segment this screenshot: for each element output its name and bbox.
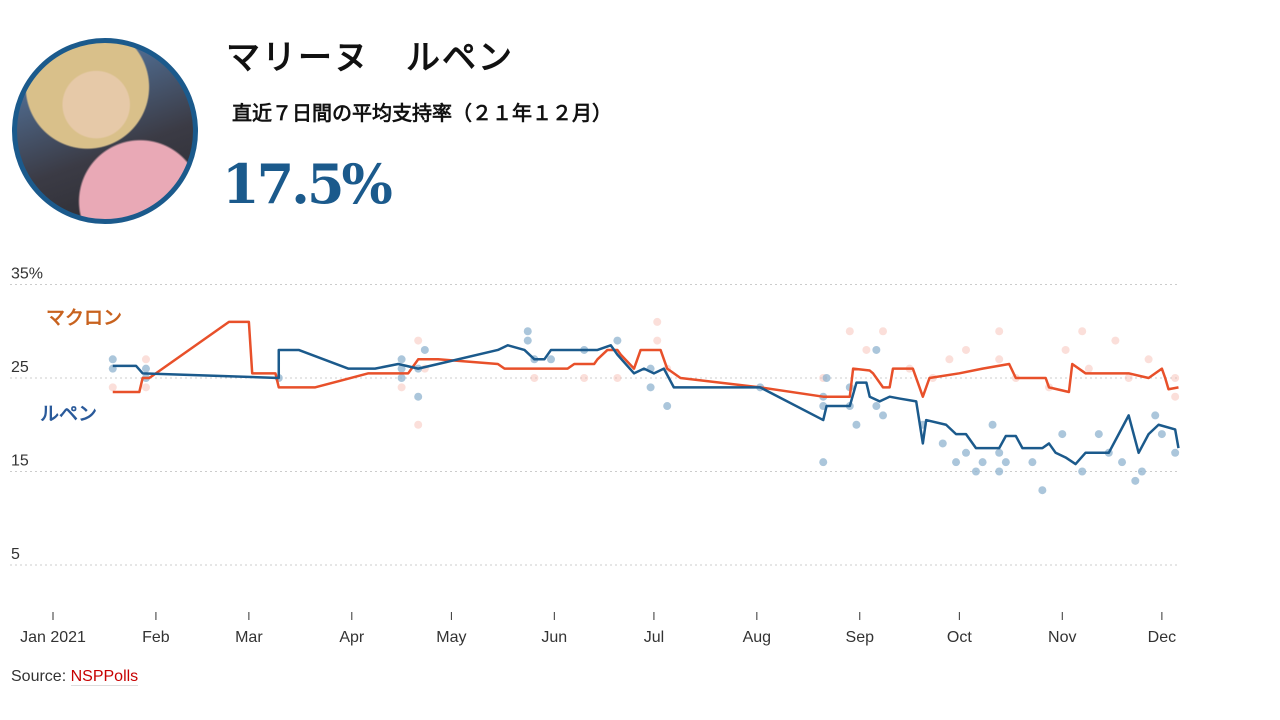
poll-point bbox=[1078, 467, 1087, 476]
x-tick-label: Apr bbox=[339, 629, 365, 646]
poll-point bbox=[978, 458, 987, 467]
candidate-name: マリーヌ ルペン bbox=[226, 38, 514, 78]
poll-point bbox=[580, 374, 589, 382]
poll-point bbox=[1124, 374, 1133, 382]
x-tick-label: May bbox=[436, 629, 466, 646]
y-tick-label: 15 bbox=[11, 453, 29, 470]
poll-point bbox=[523, 336, 532, 345]
poll-point bbox=[613, 374, 622, 382]
poll-point bbox=[141, 364, 150, 373]
poll-point bbox=[1058, 430, 1067, 439]
poll-point bbox=[1084, 364, 1093, 373]
poll-point bbox=[1061, 345, 1070, 354]
subtitle: 直近７日間の平均支持率（２１年１２月） bbox=[232, 101, 612, 125]
poll-point bbox=[879, 327, 887, 336]
poll-point bbox=[397, 355, 406, 364]
poll-point bbox=[962, 448, 970, 457]
poll-point bbox=[872, 345, 881, 354]
poll-point bbox=[1137, 467, 1146, 476]
x-tick-label: Jan 2021 bbox=[20, 629, 86, 646]
source-link[interactable]: NSPPolls bbox=[70, 668, 139, 686]
poll-point bbox=[420, 345, 429, 354]
poll-point bbox=[1151, 411, 1160, 420]
poll-point bbox=[1118, 458, 1127, 467]
poll-point bbox=[653, 317, 662, 326]
poll-point bbox=[530, 374, 539, 382]
source-line: Source: NSPPolls bbox=[11, 668, 139, 686]
x-tick-label: Nov bbox=[1048, 629, 1076, 646]
poll-point bbox=[646, 383, 655, 392]
poll-point bbox=[547, 355, 555, 364]
poll-point bbox=[1131, 476, 1140, 485]
series-line bbox=[112, 344, 1180, 466]
poll-point bbox=[938, 439, 947, 448]
poll-point bbox=[995, 448, 1004, 457]
poll-point bbox=[1171, 448, 1180, 457]
y-tick-label: 5 bbox=[11, 546, 20, 563]
poll-point bbox=[819, 458, 828, 467]
poll-point bbox=[523, 327, 532, 336]
poll-point bbox=[945, 355, 954, 364]
x-tick-label: Mar bbox=[235, 629, 263, 646]
poll-point bbox=[141, 383, 150, 392]
poll-point bbox=[1171, 374, 1180, 382]
poll-point bbox=[397, 374, 406, 382]
x-tick-label: Aug bbox=[743, 629, 771, 646]
poll-point bbox=[845, 327, 854, 336]
average-value: 17.5% bbox=[222, 152, 393, 216]
x-tick-label: Jun bbox=[541, 629, 567, 646]
x-tick-label: Sep bbox=[846, 629, 875, 646]
poll-point bbox=[1111, 336, 1120, 345]
poll-point bbox=[872, 402, 881, 411]
poll-point bbox=[822, 374, 831, 382]
poll-point bbox=[414, 392, 423, 401]
x-tick-label: Oct bbox=[947, 629, 972, 646]
poll-point bbox=[988, 420, 997, 429]
poll-point bbox=[1157, 430, 1166, 439]
candidate-photo bbox=[12, 38, 198, 224]
poll-point bbox=[1171, 392, 1180, 401]
poll-point bbox=[1094, 430, 1103, 439]
poll-point bbox=[995, 467, 1004, 476]
poll-point bbox=[397, 364, 406, 373]
legend-label-lepen: ルペン bbox=[40, 403, 97, 425]
legend-label-macron: マクロン bbox=[46, 307, 122, 329]
poll-point bbox=[962, 345, 970, 354]
poll-point bbox=[613, 336, 622, 345]
series-line bbox=[112, 320, 1179, 398]
y-tick-label: 25 bbox=[11, 359, 29, 376]
poll-point bbox=[653, 336, 662, 345]
poll-point bbox=[414, 336, 423, 345]
poll-point bbox=[862, 345, 871, 354]
x-tick-label: Dec bbox=[1148, 629, 1176, 646]
poll-point bbox=[108, 383, 117, 392]
x-tick-label: Feb bbox=[142, 629, 170, 646]
poll-point bbox=[108, 355, 117, 364]
poll-point bbox=[852, 420, 861, 429]
poll-point bbox=[663, 402, 672, 411]
poll-point bbox=[141, 355, 150, 364]
poll-point bbox=[995, 327, 1004, 336]
poll-point bbox=[1144, 355, 1153, 364]
poll-point bbox=[952, 458, 961, 467]
poll-point bbox=[1078, 327, 1087, 336]
poll-point bbox=[1038, 486, 1047, 495]
poll-point bbox=[995, 355, 1004, 364]
y-tick-label: 35% bbox=[11, 266, 43, 283]
source-label: Source: bbox=[11, 668, 67, 685]
poll-point bbox=[1028, 458, 1037, 467]
poll-point bbox=[971, 467, 980, 476]
poll-point bbox=[397, 383, 406, 392]
poll-point bbox=[1001, 458, 1010, 467]
x-tick-label: Jul bbox=[644, 629, 664, 646]
poll-point bbox=[414, 420, 423, 429]
poll-point bbox=[879, 411, 887, 420]
